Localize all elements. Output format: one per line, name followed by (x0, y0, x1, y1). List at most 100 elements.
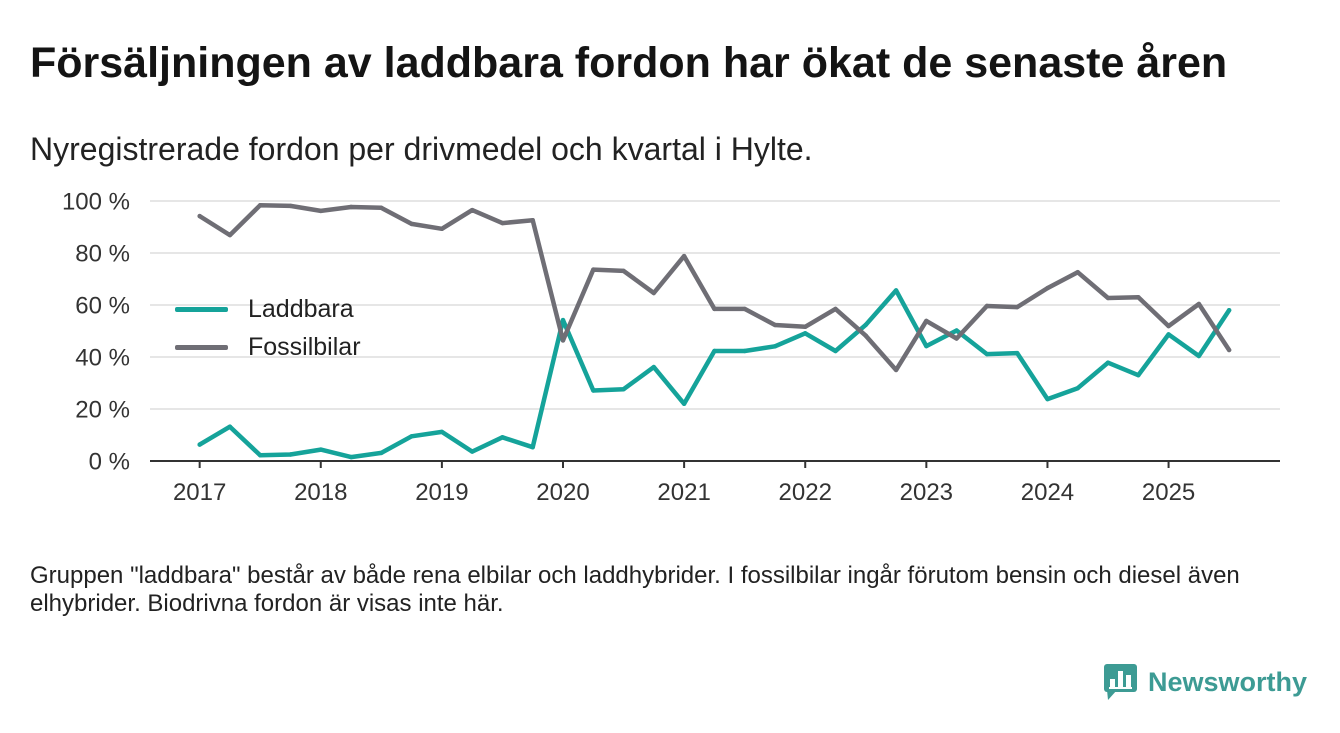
data-point-fossilbilar (288, 203, 293, 209)
data-point-fossilbilar (379, 205, 384, 210)
legend-item-laddbara: Laddbara (175, 294, 361, 324)
data-point-laddbara (1105, 360, 1111, 365)
data-point-laddbara (288, 452, 293, 457)
data-point-fossilbilar (1196, 301, 1202, 307)
legend-item-fossilbilar: Fossilbilar (175, 332, 361, 362)
data-point-fossilbilar (258, 203, 263, 208)
data-point-laddbara (1136, 373, 1141, 378)
data-point-laddbara (197, 442, 202, 447)
legend-swatch-fossilbilar (175, 344, 228, 350)
data-point-laddbara (258, 453, 263, 458)
data-point-laddbara (651, 364, 656, 370)
newsworthy-logo: Newsworthy (1103, 662, 1307, 702)
data-point-fossilbilar (772, 322, 778, 328)
data-point-fossilbilar (1075, 270, 1080, 275)
data-point-laddbara (348, 454, 354, 460)
data-point-laddbara (1015, 350, 1020, 356)
y-tick-label: 80 % (75, 241, 130, 268)
data-point-laddbara (227, 424, 233, 429)
data-point-fossilbilar (591, 267, 596, 272)
data-point-fossilbilar (1015, 304, 1020, 310)
data-point-laddbara (1075, 386, 1080, 391)
data-point-laddbara (1196, 353, 1202, 359)
x-tick-label: 2018 (294, 479, 347, 506)
y-tick-label: 20 % (75, 397, 130, 424)
data-point-fossilbilar (742, 306, 747, 312)
data-point-laddbara (712, 348, 717, 354)
data-point-fossilbilar (1105, 295, 1111, 301)
data-point-laddbara (560, 317, 566, 323)
data-point-laddbara (984, 351, 990, 357)
x-tick-label: 2023 (900, 479, 953, 506)
x-tick-label: 2025 (1142, 479, 1195, 506)
data-point-fossilbilar (984, 303, 990, 309)
data-point-fossilbilar (348, 204, 354, 210)
y-tick-label: 60 % (75, 293, 130, 320)
data-point-laddbara (681, 401, 687, 406)
data-point-laddbara (954, 328, 959, 333)
data-point-fossilbilar (863, 333, 868, 338)
chart-title: Försäljningen av laddbara fordon har öka… (30, 39, 1228, 87)
data-point-fossilbilar (227, 232, 233, 238)
data-point-fossilbilar (560, 338, 566, 343)
data-point-fossilbilar (893, 367, 899, 373)
y-tick-label: 0 % (89, 449, 130, 476)
data-point-fossilbilar (803, 324, 808, 329)
x-tick-label: 2019 (415, 479, 468, 506)
x-tick-label: 2022 (779, 479, 832, 506)
data-point-fossilbilar (439, 226, 445, 231)
data-point-laddbara (803, 331, 808, 336)
legend-label-laddbara: Laddbara (248, 295, 354, 323)
line-chart: 0 % 20 % 40 % 60 % 80 % 100 % 2017 2018 2019 2020… (62, 189, 1280, 506)
footnote: Gruppen "laddbara" består av både rena e… (30, 562, 1240, 617)
data-point-fossilbilar (318, 208, 323, 214)
data-point-laddbara (530, 445, 535, 450)
data-point-laddbara (1166, 332, 1171, 337)
data-point-fossilbilar (1136, 295, 1141, 300)
data-point-laddbara (833, 348, 838, 354)
data-point-laddbara (772, 344, 778, 349)
data-point-laddbara (621, 387, 626, 392)
data-point-fossilbilar (530, 218, 535, 223)
x-tick-label: 2017 (173, 479, 226, 506)
newsworthy-logo-icon (1103, 662, 1139, 702)
data-point-fossilbilar (924, 318, 929, 324)
data-point-fossilbilar (500, 220, 505, 226)
x-tick-label: 2020 (536, 479, 589, 506)
data-point-fossilbilar (833, 306, 838, 312)
data-point-laddbara (863, 322, 868, 327)
data-point-laddbara (409, 434, 414, 439)
data-point-laddbara (439, 429, 445, 435)
data-point-fossilbilar (651, 290, 656, 296)
data-point-laddbara (318, 447, 323, 452)
x-tick-label: 2024 (1021, 479, 1074, 506)
data-point-fossilbilar (681, 253, 687, 259)
data-point-fossilbilar (1166, 323, 1171, 329)
data-point-laddbara (1226, 308, 1232, 313)
y-tick-label: 100 % (62, 189, 130, 216)
x-tick-label: 2021 (657, 479, 710, 506)
data-point-fossilbilar (470, 207, 475, 213)
legend: Laddbara Fossilbilar (175, 294, 361, 370)
data-point-fossilbilar (1226, 347, 1232, 353)
data-point-fossilbilar (712, 306, 717, 312)
data-point-laddbara (893, 288, 899, 293)
chart-subtitle: Nyregistrerade fordon per drivmedel och … (30, 131, 813, 167)
data-point-laddbara (500, 435, 505, 440)
data-point-fossilbilar (621, 268, 626, 274)
data-point-laddbara (379, 450, 384, 456)
data-point-laddbara (1045, 396, 1050, 402)
legend-swatch-laddbara (175, 306, 228, 312)
data-point-fossilbilar (409, 221, 414, 227)
legend-label-fossilbilar: Fossilbilar (248, 333, 361, 361)
brand-name: Newsworthy (1148, 667, 1308, 697)
data-point-laddbara (742, 348, 747, 354)
data-point-laddbara (470, 449, 475, 454)
data-point-laddbara (591, 388, 596, 393)
data-point-fossilbilar (954, 336, 959, 341)
data-point-fossilbilar (197, 213, 202, 219)
data-point-laddbara (924, 343, 929, 349)
y-tick-label: 40 % (75, 345, 130, 372)
data-point-fossilbilar (1045, 285, 1050, 291)
